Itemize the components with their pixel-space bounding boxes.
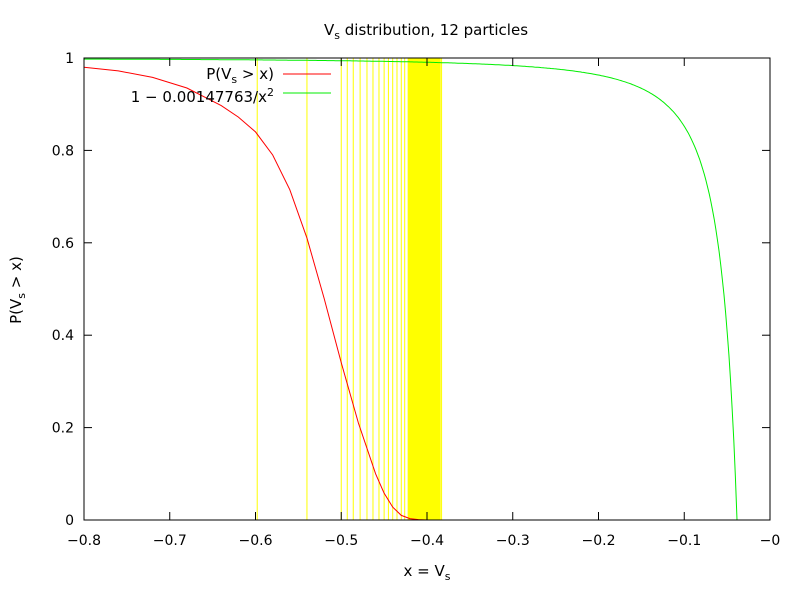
- series-line-formula: [84, 58, 738, 520]
- y-tick-label-3: 0.6: [52, 236, 74, 252]
- y-axis-label: P(Vs > x): [7, 256, 28, 324]
- x-tick-label-4: −0.4: [410, 533, 444, 549]
- x-tick-label-1: −0.7: [153, 533, 187, 549]
- vertical-lines-layer: [256, 58, 443, 520]
- x-tick-label-5: −0.3: [496, 533, 530, 549]
- x-tick-label-0: −0.8: [67, 533, 101, 549]
- x-tick-label-6: −0.2: [582, 533, 616, 549]
- x-tick-label-8: −0: [760, 533, 781, 549]
- series-line-pvs: [83, 66, 616, 521]
- x-tick-label-3: −0.5: [324, 533, 358, 549]
- y-tick-label-5: 1: [65, 51, 74, 67]
- y-tick-label-4: 0.8: [52, 143, 74, 159]
- yellow-dense-band: [408, 58, 441, 520]
- chart-title: Vs distribution, 12 particles: [324, 21, 528, 42]
- x-tick-label-2: −0.6: [239, 533, 273, 549]
- y-tick-label-2: 0.4: [52, 328, 74, 344]
- y-tick-label-1: 0.2: [52, 421, 74, 437]
- ticks-layer: −0.8 −0.7 −0.6 −0.5 −0.4 −0.3 −0.2 −0.1 −0 0 0.2 0.…: [52, 51, 781, 549]
- x-tick-label-7: −0.1: [667, 533, 701, 549]
- x-axis-label: x = Vs: [404, 562, 451, 583]
- legend: P(Vs > x) 1 − 0.00147763/x2: [131, 65, 331, 106]
- y-tick-label-0: 0: [65, 513, 74, 529]
- legend-label-pvs: P(Vs > x): [206, 65, 274, 86]
- legend-label-formula: 1 − 0.00147763/x2: [131, 86, 274, 106]
